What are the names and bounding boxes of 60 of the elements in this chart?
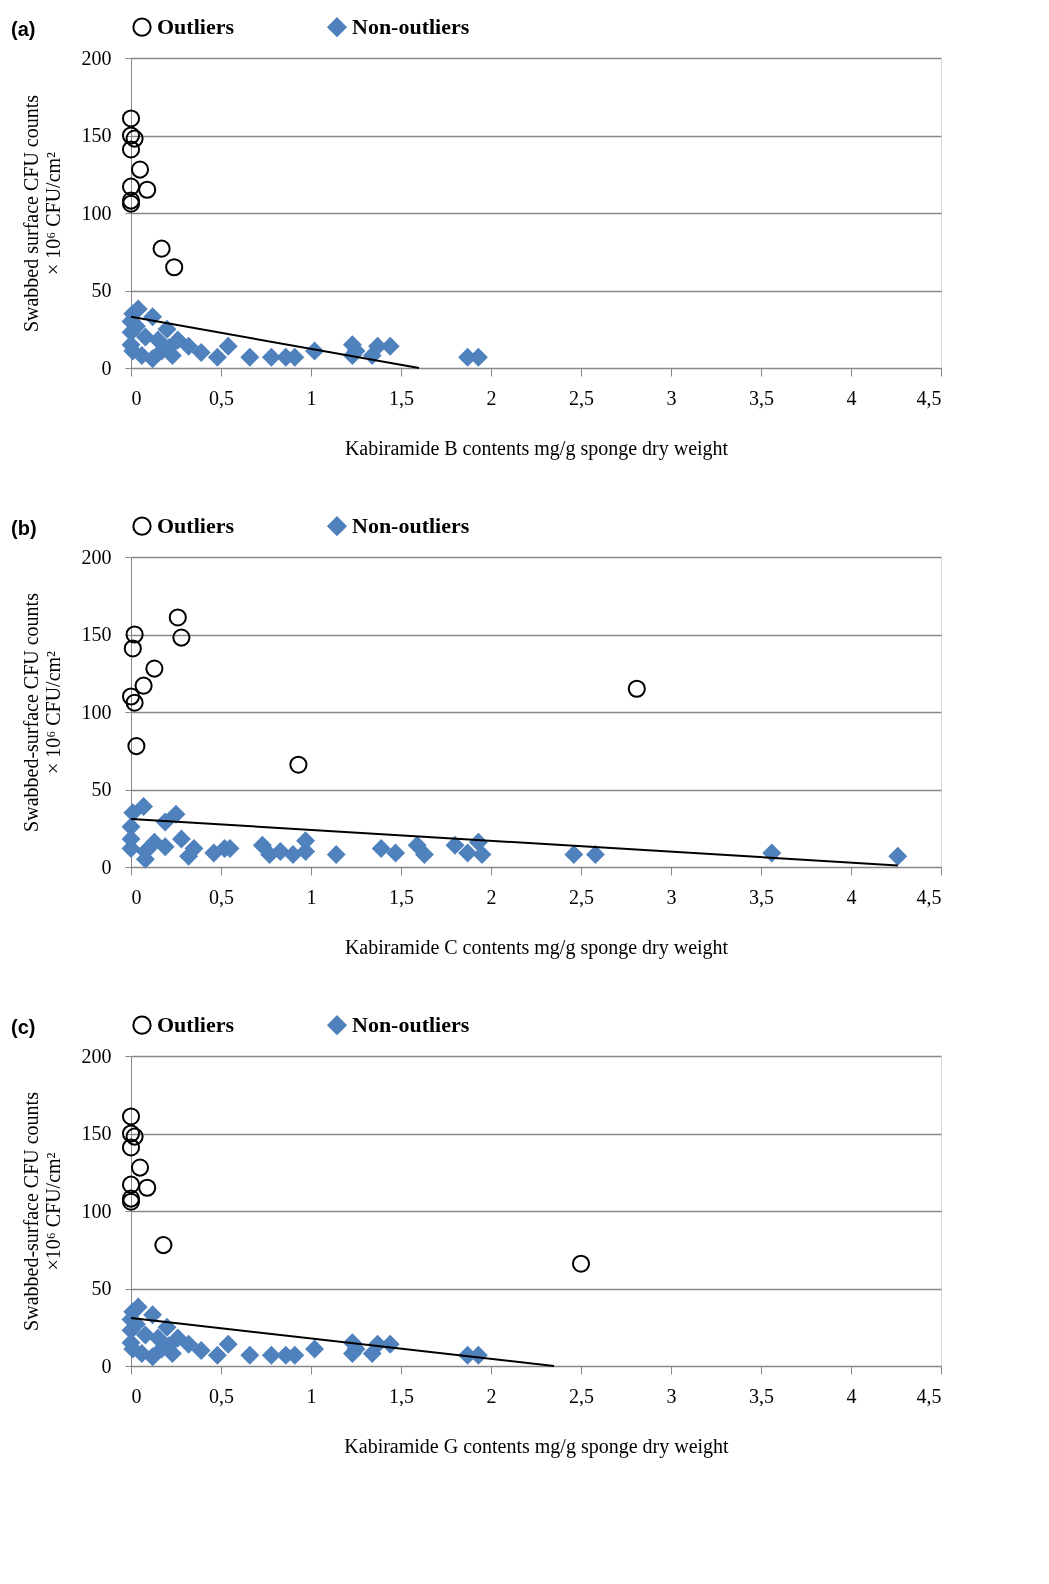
x-tick-label: 3 [666, 1384, 677, 1407]
chart-title: (c) [11, 1016, 36, 1038]
y-tick-label: 50 [91, 279, 112, 301]
x-axis-title: Kabiramide G contents mg/g sponge dry weight [344, 1434, 730, 1458]
y-tick-label: 0 [101, 855, 112, 878]
x-tick-label: 1,5 [389, 386, 414, 409]
x-tick-label: 0,5 [209, 885, 234, 908]
x-tick-label: 3 [666, 386, 677, 409]
x-tick-label: 1 [306, 885, 317, 908]
legend-label: Outliers [157, 513, 235, 539]
x-tick-label: 3 [666, 885, 677, 908]
y-tick-label: 150 [81, 124, 112, 146]
y-tick-label: 50 [91, 1277, 112, 1299]
x-tick-label: 1,5 [389, 1384, 414, 1407]
x-tick-label: 2,5 [569, 1384, 594, 1407]
y-tick-label: 100 [81, 700, 112, 723]
y-axis-title: Swabbed-surface CFU counts ×10⁶ CFU/cm² [19, 1091, 64, 1331]
x-tick-label: 0 [131, 1384, 142, 1407]
chart-title: (b) [11, 517, 37, 539]
legend-label: Non-outliers [352, 513, 470, 539]
y-tick-label: 150 [81, 623, 112, 645]
x-tick-label: 4,5 [916, 885, 942, 908]
x-axis-title: Kabiramide C contents mg/g sponge dry weight [344, 935, 729, 959]
x-tick-label: 2 [486, 885, 497, 908]
y-tick-label: 100 [81, 1199, 112, 1222]
x-tick-label: 0 [131, 885, 142, 908]
y-axis-title: Swabbed-surface CFU counts × 10⁶ CFU/cm² [19, 592, 64, 832]
x-tick-label: 0 [131, 386, 142, 409]
x-tick-label: 2,5 [569, 386, 594, 409]
x-tick-label: 4 [846, 386, 857, 409]
legend-label: Outliers [157, 1012, 235, 1038]
x-tick-label: 0,5 [209, 1384, 234, 1407]
x-tick-label: 4,5 [916, 386, 942, 409]
x-tick-label: 2 [486, 1384, 497, 1407]
legend-label: Non-outliers [352, 1012, 470, 1038]
x-tick-label: 1,5 [389, 885, 414, 908]
y-axis-title: Swabbed surface CFU counts × 10⁶ CFU/cm² [19, 94, 64, 333]
x-tick-label: 0,5 [209, 386, 234, 409]
x-tick-label: 3,5 [749, 885, 774, 908]
y-tick-label: 200 [81, 545, 112, 568]
x-tick-label: 2 [486, 386, 497, 409]
legend-label: Outliers [157, 14, 235, 40]
legend-label: Non-outliers [352, 14, 470, 40]
x-tick-label: 3,5 [749, 386, 774, 409]
y-tick-label: 200 [81, 46, 112, 69]
y-tick-label: 200 [81, 1044, 112, 1067]
y-tick-label: 100 [81, 201, 112, 224]
x-tick-label: 4,5 [916, 1384, 942, 1407]
x-tick-label: 2,5 [569, 885, 594, 908]
x-tick-label: 1 [306, 1384, 317, 1407]
y-tick-label: 50 [91, 778, 112, 800]
y-tick-label: 0 [101, 1354, 112, 1377]
y-tick-label: 150 [81, 1122, 112, 1144]
x-tick-label: 4 [846, 1384, 857, 1407]
y-tick-label: 0 [101, 356, 112, 379]
x-tick-label: 3,5 [749, 1384, 774, 1407]
chart-title: (a) [11, 18, 36, 40]
x-tick-label: 4 [846, 885, 857, 908]
x-tick-label: 1 [306, 386, 317, 409]
x-axis-title: Kabiramide B contents mg/g sponge dry weight [344, 436, 729, 460]
